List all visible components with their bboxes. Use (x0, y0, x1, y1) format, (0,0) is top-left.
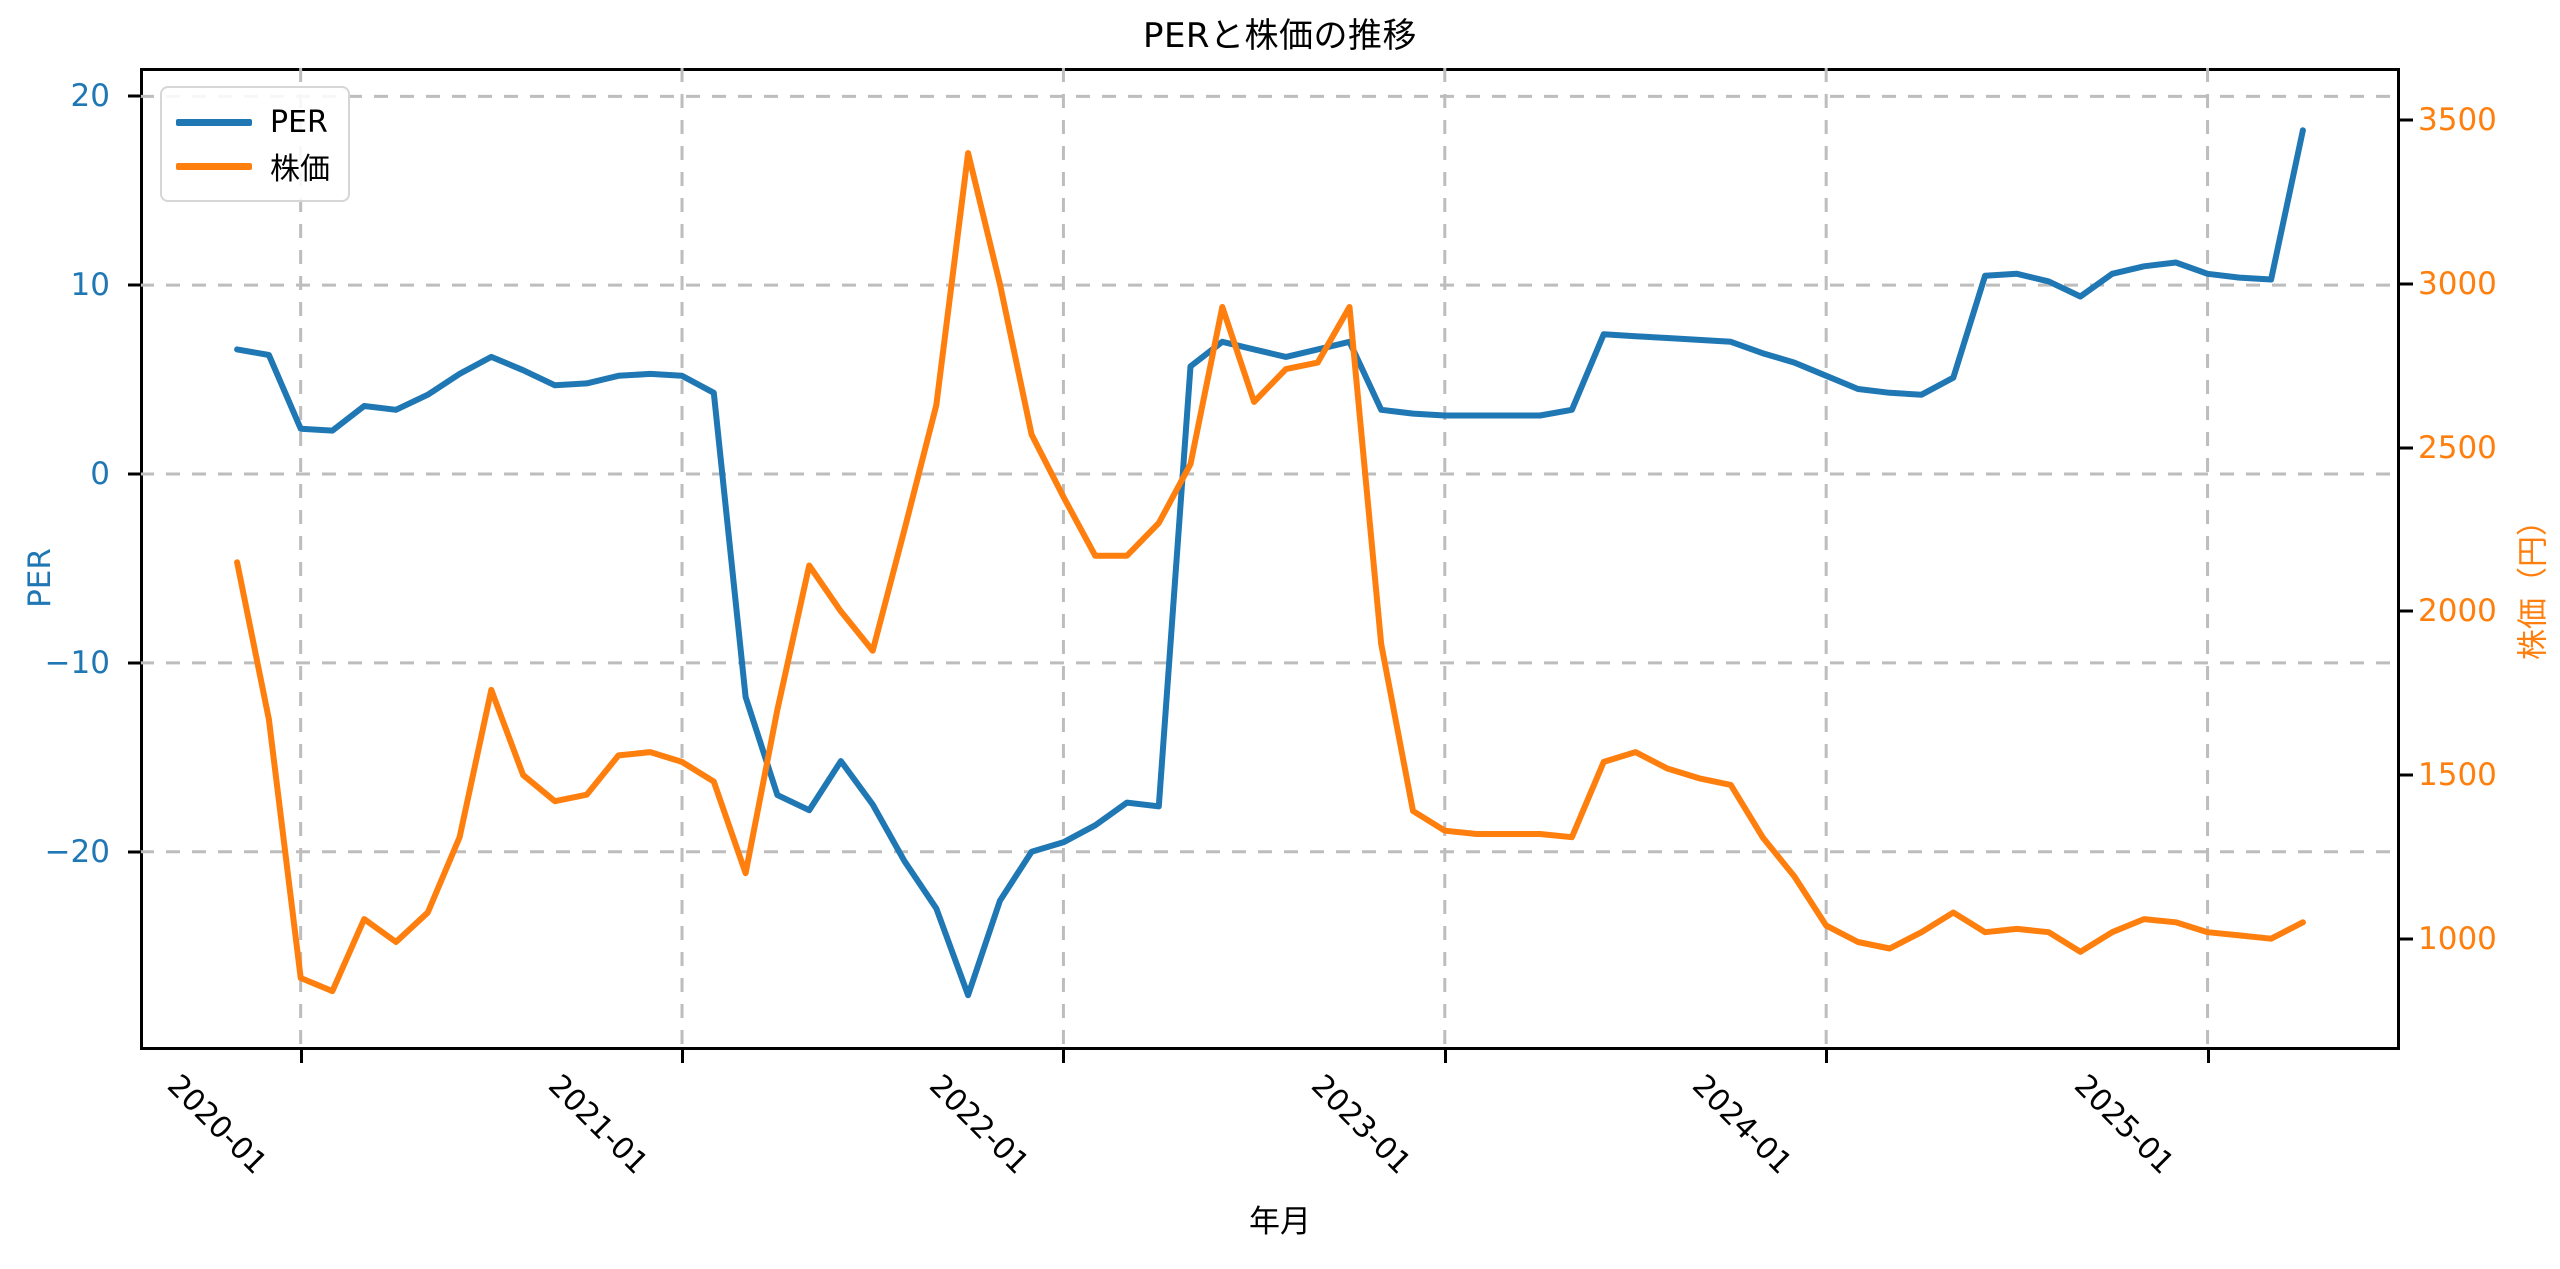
gridlines (140, 68, 2400, 1050)
y-tick-mark-right (2400, 282, 2413, 286)
y-tick-label-left: 10 (70, 267, 110, 304)
y-tick-mark-right (2400, 609, 2413, 613)
x-tick-mark (681, 1050, 685, 1063)
y-tick-label-right: 3000 (2418, 266, 2497, 303)
y-tick-mark-left (128, 661, 141, 665)
plot-area (140, 68, 2400, 1050)
y-tick-label-left: −20 (44, 833, 110, 870)
series-line-kabuka (234, 150, 2306, 995)
x-axis-label: 年月 (1249, 1204, 1311, 1240)
y-tick-mark-left (128, 94, 141, 98)
y-tick-label-left: −10 (44, 644, 110, 681)
legend-label-per: PER (270, 104, 328, 140)
y-tick-label-right: 3500 (2418, 102, 2497, 139)
y-tick-label-right: 1500 (2418, 757, 2497, 794)
y-tick-label-left: 20 (70, 78, 110, 115)
x-tick-mark (1062, 1050, 1066, 1063)
x-tick-mark (1443, 1050, 1447, 1063)
y-axis-left-label: PER (22, 548, 58, 608)
y-tick-mark-left (128, 850, 141, 854)
x-tick-mark (299, 1050, 303, 1063)
legend-label-kabuka: 株価 (270, 152, 330, 187)
chart-legend: PER 株価 (160, 86, 350, 202)
y-tick-mark-left (128, 472, 141, 476)
y-tick-mark-right (2400, 118, 2413, 122)
y-tick-mark-right (2400, 773, 2413, 777)
legend-item-per: PER (176, 100, 330, 144)
y-tick-label-left: 0 (90, 456, 110, 493)
x-tick-mark (1825, 1050, 1829, 1063)
legend-swatch-per (176, 118, 252, 126)
y-axis-right-label: 株価（円） (2515, 505, 2552, 660)
legend-swatch-kabuka (176, 162, 252, 170)
y-tick-mark-right (2400, 446, 2413, 450)
y-tick-label-right: 2000 (2418, 593, 2497, 630)
y-tick-label-right: 1000 (2418, 920, 2497, 957)
y-tick-mark-right (2400, 937, 2413, 941)
x-tick-mark (2206, 1050, 2210, 1063)
series-line-per (234, 127, 2306, 999)
y-tick-label-right: 2500 (2418, 429, 2497, 466)
series-lines (234, 127, 2306, 999)
y-tick-mark-left (128, 283, 141, 287)
chart-title: PERと株価の推移 (1142, 16, 1418, 56)
legend-item-kabuka: 株価 (176, 144, 330, 188)
